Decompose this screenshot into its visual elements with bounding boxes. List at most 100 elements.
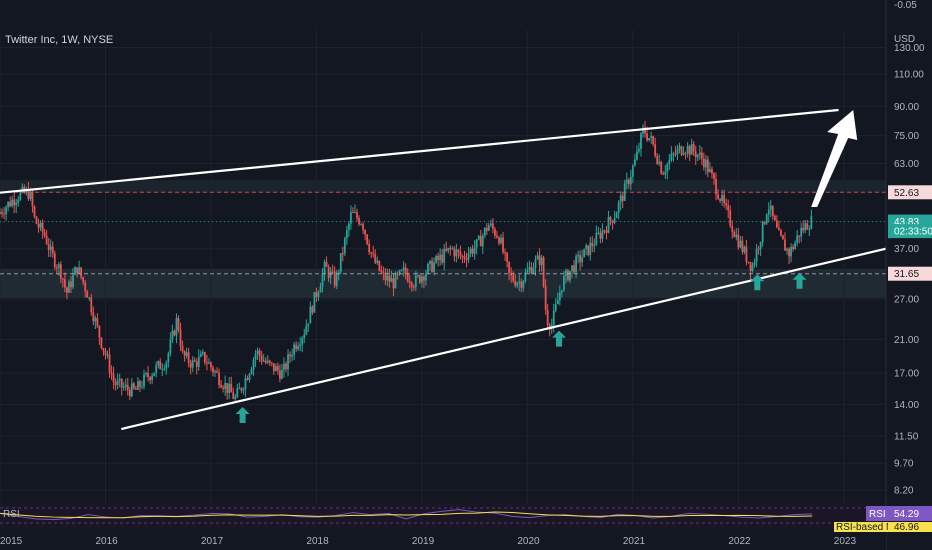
price-tick-label: 17.00 [894, 369, 919, 380]
candle-up [124, 384, 127, 387]
candle-up [477, 236, 480, 240]
candle-down [382, 272, 385, 274]
candle-up [743, 246, 746, 253]
candle-down [512, 275, 515, 282]
candle-up [137, 381, 139, 390]
candle-down [406, 273, 409, 282]
candle-up [242, 389, 245, 391]
candle-down [688, 146, 691, 155]
time-tick-label: 2022 [728, 536, 751, 547]
candle-down [573, 265, 575, 273]
candle-up [238, 388, 241, 390]
candle-up [293, 344, 296, 356]
candle-down [717, 194, 719, 199]
candle-down [782, 235, 784, 240]
candle-up [751, 265, 754, 271]
candle-up [281, 369, 283, 379]
candle-down [295, 344, 298, 350]
rsi-ma-name-label: RSI-based MA [836, 522, 901, 533]
candle-down [514, 281, 517, 286]
candle-down [132, 383, 135, 389]
time-axis-background [0, 530, 886, 550]
candle-up [224, 383, 227, 389]
candle-down [392, 278, 395, 289]
candle-down [773, 215, 776, 221]
candle-up [74, 267, 76, 275]
price-tick-label: 9.70 [894, 459, 914, 470]
candle-down [707, 159, 709, 173]
candle-down [609, 217, 612, 221]
candle-down [149, 377, 152, 381]
candle-down [457, 249, 460, 252]
candle-up [524, 272, 527, 282]
candle-down [644, 127, 646, 134]
candle-up [7, 201, 10, 208]
candle-down [591, 242, 594, 247]
candle-down [64, 279, 66, 288]
candle-up [49, 246, 52, 250]
candle-up [640, 133, 642, 149]
rsi-line [0, 509, 813, 521]
candle-down [43, 232, 46, 236]
candle-up [765, 214, 768, 224]
candle-down [579, 255, 582, 263]
candle-down [749, 262, 752, 271]
candle-up [201, 352, 204, 354]
candle-up [143, 374, 145, 387]
candle-up [475, 239, 478, 248]
candle-up [248, 373, 251, 380]
time-axis[interactable]: 2015 2016 2017 2018 2019 2020 2021 2022 2023 [0, 530, 886, 550]
price-axis-top-label: -0.05 [894, 0, 917, 11]
candle-up [197, 356, 200, 367]
candle-up [301, 337, 304, 345]
candle-down [384, 273, 387, 281]
candle-down [372, 253, 375, 255]
candle-down [270, 362, 273, 364]
candle-down [331, 271, 334, 273]
candle-down [100, 337, 103, 348]
candle-up [556, 300, 559, 305]
candle-down [449, 247, 452, 249]
candle-up [228, 383, 231, 393]
candle-down [775, 220, 778, 228]
up-arrow-icon [552, 330, 567, 347]
candle-down [408, 281, 411, 283]
candle-down [368, 244, 371, 253]
candle-down [465, 258, 468, 260]
candle-down [240, 388, 243, 391]
candle-up [631, 165, 634, 177]
candle-up [145, 372, 147, 375]
candle-up [487, 225, 490, 231]
candle-up [601, 230, 604, 239]
candle-down [70, 281, 72, 288]
candle-down [603, 230, 606, 232]
candle-down [264, 360, 267, 363]
candle-up [17, 199, 20, 203]
candle-down [587, 245, 590, 255]
candle-down [725, 202, 728, 206]
candle-up [589, 242, 592, 255]
candle-up [676, 149, 679, 155]
candle-up [658, 161, 661, 164]
candle-up [447, 247, 450, 251]
candle-up [345, 230, 348, 239]
candle-down [806, 223, 809, 230]
candle-down [222, 387, 225, 389]
candle-up [151, 375, 154, 381]
candle-down [542, 257, 545, 287]
candle-down [177, 318, 180, 330]
candle-down [621, 195, 624, 201]
candle-up [469, 248, 472, 254]
candle-up [522, 281, 525, 288]
candle-down [418, 275, 421, 283]
candle-down [9, 201, 12, 207]
candle-up [613, 218, 616, 223]
candle-up [350, 212, 352, 224]
candle-down [757, 248, 760, 250]
candle-up [236, 388, 239, 397]
candle-up [670, 153, 673, 161]
candle-down [713, 173, 715, 179]
candle-down [780, 230, 782, 236]
